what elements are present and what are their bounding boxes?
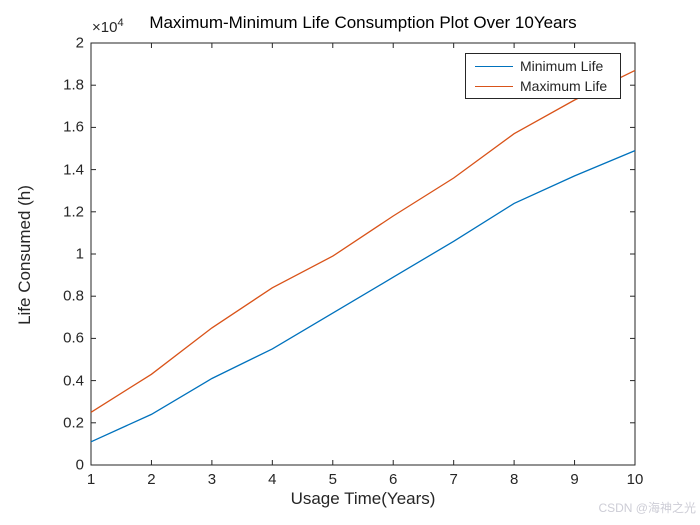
legend-line-sample-minimum (475, 65, 513, 67)
y-tick-label: 0.6 (63, 329, 84, 347)
exponent-prefix: ×10 (92, 19, 118, 36)
x-tick-label: 1 (86, 471, 96, 488)
y-axis-label: Life Consumed (h) (15, 185, 34, 325)
chart-title: Maximum-Minimum Life Consumption Plot Ov… (149, 13, 577, 32)
x-tick-label: 2 (147, 471, 156, 488)
x-tick-label: 7 (449, 471, 458, 488)
legend-label: Minimum Life (520, 58, 604, 74)
y-tick-label: 1 (75, 245, 84, 263)
y-tick-label: 1.6 (63, 118, 84, 136)
x-tick-label: 10 (626, 471, 644, 488)
x-tick-label: 8 (509, 471, 519, 488)
x-tick-label: 9 (570, 471, 579, 488)
y-tick-label: 1.8 (63, 76, 84, 94)
x-tick-label: 3 (207, 471, 217, 488)
legend-entry-maximum-life: Maximum Life (466, 76, 620, 96)
y-tick-label: 1.4 (63, 161, 84, 179)
x-tick-label: 5 (328, 471, 337, 488)
minimum-life-line (90, 150, 636, 443)
exponent-power: 4 (117, 17, 124, 29)
y-tick-label: 1.2 (63, 203, 84, 221)
legend-label: Maximum Life (520, 78, 608, 94)
watermark-text: CSDN @海神之光 (598, 501, 696, 515)
x-axis-label: Usage Time(Years) (290, 489, 436, 508)
y-tick-label: 0.2 (63, 414, 84, 432)
legend-box: Minimum Life Maximum Life (465, 53, 621, 99)
y-tick-label: 0.4 (63, 372, 84, 390)
legend-entry-minimum-life: Minimum Life (466, 56, 620, 76)
legend-line-sample-maximum (475, 85, 513, 87)
y-axis-exponent-label: ×104 (92, 17, 124, 36)
y-tick-label: 0.8 (63, 287, 84, 305)
y-tick-label: 0 (75, 456, 84, 474)
y-tick-label: 2 (75, 34, 84, 52)
x-tick-label: 4 (268, 471, 277, 488)
x-tick-label: 6 (389, 471, 398, 488)
maximum-life-line (90, 69, 636, 413)
